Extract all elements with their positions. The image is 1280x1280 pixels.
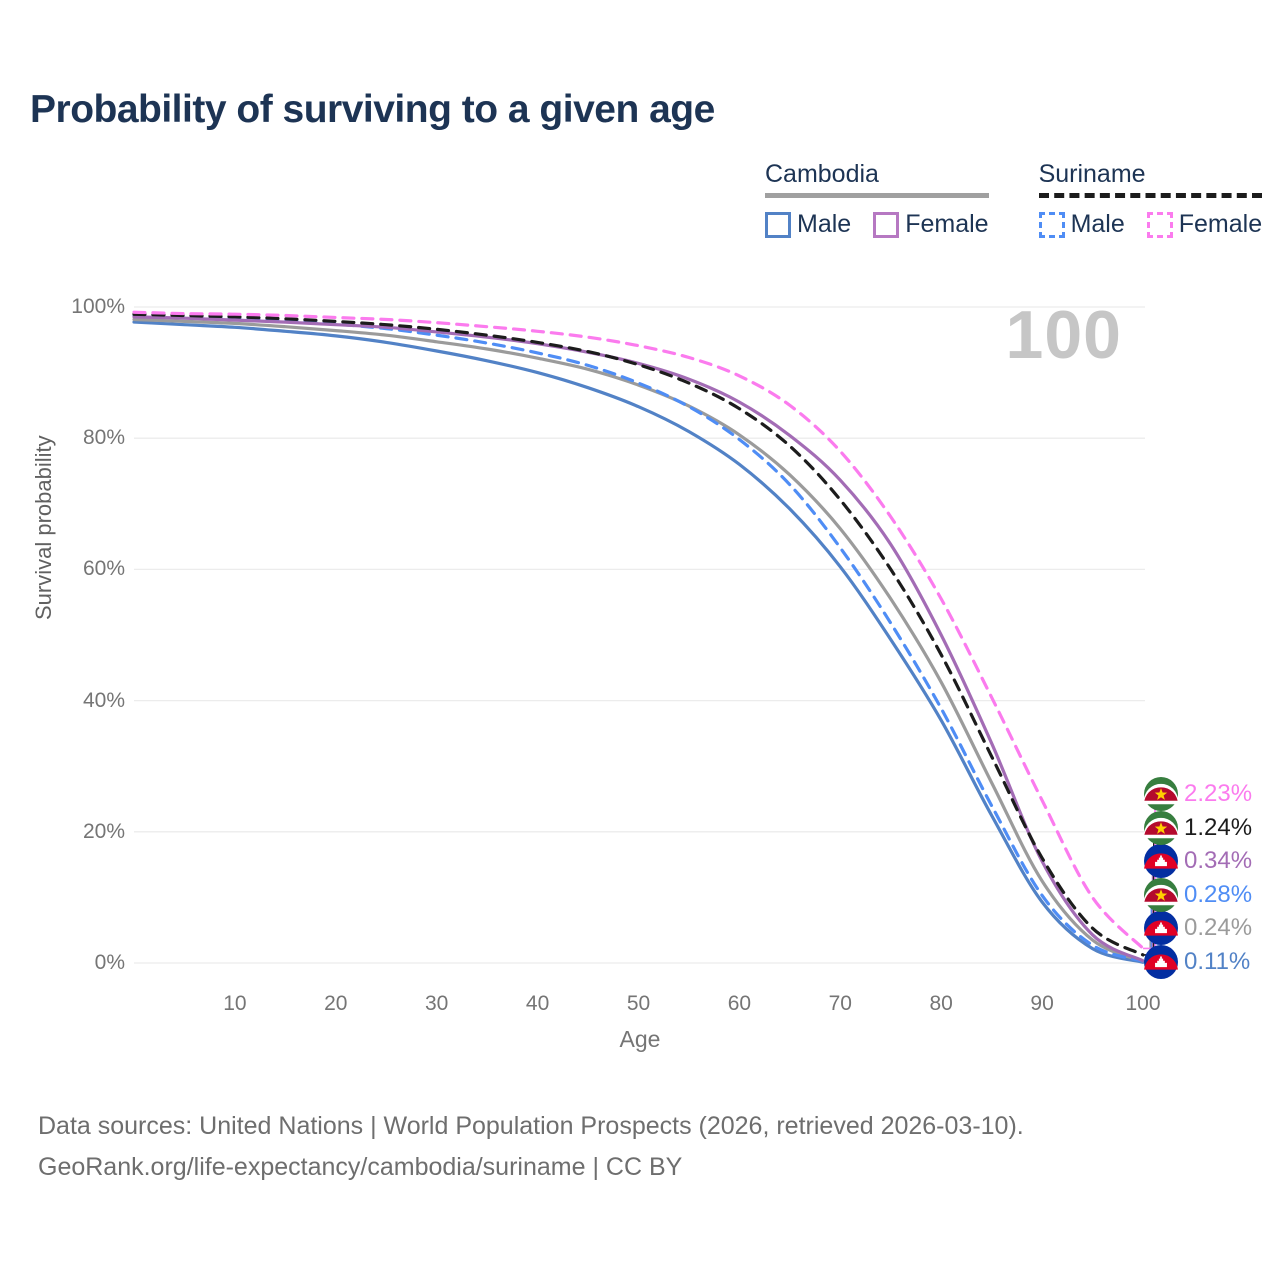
legend-item-suriname-male[interactable]: Male <box>1038 210 1125 239</box>
curve-cambodia-female <box>132 315 1145 963</box>
legend-group-suriname: Suriname Male Female <box>1038 160 1263 239</box>
end-label-cambodia-female[interactable]: 0.34% <box>1144 844 1253 879</box>
x-tick-label: 60 <box>727 992 752 1015</box>
end-label-cambodia-male[interactable]: 0.11% <box>1144 945 1250 979</box>
cambodia-male-swatch-icon <box>765 211 791 238</box>
y-axis-label: Survival probability <box>31 435 56 620</box>
x-tick-label: 10 <box>223 992 247 1015</box>
x-axis-label: Age <box>619 1026 661 1052</box>
suriname-flag-icon <box>1144 810 1178 845</box>
suriname-flag-icon <box>1144 777 1178 811</box>
suriname-female-swatch-icon <box>1146 211 1173 238</box>
cambodia-female-swatch-icon <box>873 211 900 238</box>
y-tick-label: 40% <box>82 688 125 712</box>
suriname-male-swatch-icon <box>1038 211 1065 238</box>
y-tick-label: 0% <box>94 951 125 974</box>
curve-suriname-male <box>132 313 1145 963</box>
x-tick-label: 90 <box>1030 992 1054 1015</box>
y-tick-label: 20% <box>82 819 125 843</box>
end-value: 0.24% <box>1184 914 1253 942</box>
end-label-suriname-female[interactable]: 2.23% <box>1144 777 1252 811</box>
cambodia-flag-icon <box>1144 945 1178 979</box>
x-tick-label: 20 <box>324 992 348 1015</box>
curve-suriname-both <box>132 312 1145 957</box>
attribution-line: GeoRank.org/life-expectancy/cambodia/sur… <box>38 1153 683 1181</box>
legend-item-cambodia-male[interactable]: Male <box>765 210 851 239</box>
y-tick-label: 80% <box>82 426 125 450</box>
suriname-flag-icon <box>1144 877 1178 912</box>
curve-cambodia-male <box>132 320 1145 964</box>
cambodia-flag-icon <box>1144 844 1178 879</box>
y-tick-label: 100% <box>71 295 125 318</box>
legend-group-label-cambodia[interactable]: Cambodia <box>765 160 879 188</box>
x-tick-label: 70 <box>828 992 852 1015</box>
cambodia-flag-icon <box>1144 911 1178 946</box>
end-label-suriname-male[interactable]: 0.28% <box>1144 877 1253 912</box>
legend: Cambodia Male Female Suriname Male <box>765 160 1263 239</box>
end-label-suriname-both[interactable]: 1.24% <box>1144 810 1253 845</box>
x-tick-label: 50 <box>626 992 651 1015</box>
legend-underline-cambodia <box>765 193 989 198</box>
legend-underline-suriname <box>1038 193 1263 198</box>
legend-group-cambodia: Cambodia Male Female <box>765 160 989 239</box>
x-tick-label: 30 <box>425 992 449 1015</box>
end-value: 0.11% <box>1184 948 1251 975</box>
x-tick-label: 80 <box>929 992 953 1015</box>
x-tick-label: 40 <box>525 992 550 1015</box>
legend-item-cambodia-female[interactable]: Female <box>873 210 989 239</box>
y-tick-label: 60% <box>82 557 125 581</box>
legend-item-suriname-female[interactable]: Female <box>1146 210 1262 239</box>
footer: Data sources: United Nations | World Pop… <box>38 1106 1024 1188</box>
legend-group-label-suriname[interactable]: Suriname <box>1038 160 1146 188</box>
data-source-line: Data sources: United Nations | World Pop… <box>38 1112 1024 1140</box>
end-label-cambodia-both[interactable]: 0.24% <box>1144 911 1253 946</box>
age-counter: 100 <box>1005 297 1122 373</box>
x-tick-label: 100 <box>1125 992 1161 1015</box>
end-value: 0.34% <box>1184 847 1253 875</box>
page-title: Probability of surviving to a given age <box>30 88 715 131</box>
end-value: 0.28% <box>1184 880 1253 908</box>
end-value: 1.24% <box>1184 813 1253 841</box>
curve-cambodia-both <box>132 317 1145 963</box>
curve-suriname-female <box>132 310 1145 950</box>
end-value: 2.23% <box>1184 780 1253 807</box>
